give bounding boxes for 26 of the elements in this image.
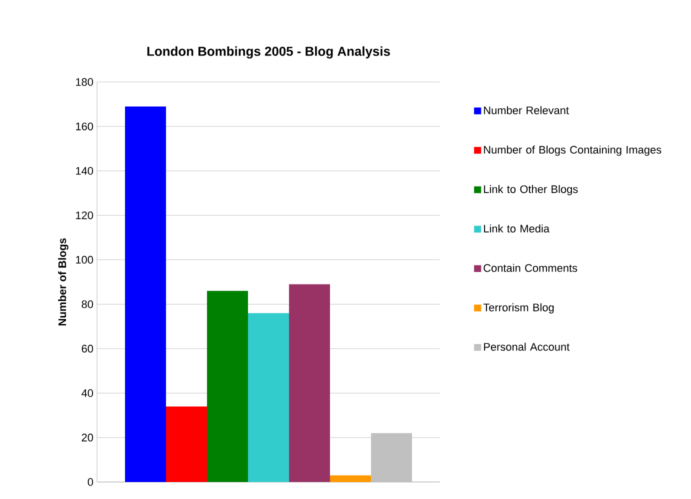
bar [371,433,412,482]
bar [166,406,207,482]
legend-label: Terrorism Blog [483,303,554,314]
y-tick-label: 60 [82,344,94,353]
legend-label: Link to Other Blogs [484,185,578,196]
bar [248,313,289,482]
y-tick-label: 120 [76,211,94,220]
legend-label: Number of Blogs Containing Images [484,146,662,156]
y-tick-label: 160 [76,122,94,130]
y-tick-label: 100 [76,256,94,264]
y-tick-label: 140 [76,167,94,175]
bar [207,290,248,482]
y-tick-label: 180 [76,78,94,86]
bar [289,284,330,482]
legend-label: Link to Media [484,224,550,232]
bar [125,106,166,482]
y-tick-label: 20 [82,434,94,442]
y-axis-title: Number of Blogs [58,238,68,326]
bar [330,475,372,482]
chart-title: London Bombings 2005 - Blog Analysis [147,46,390,59]
y-tick-label: 80 [82,300,94,308]
legend-label: Personal Account [484,342,570,351]
y-tick-label: 40 [82,389,94,397]
legend-label: Contain Comments [484,264,578,272]
legend-label: Number Relevant [484,106,569,114]
y-tick-label: 0 [88,478,94,486]
